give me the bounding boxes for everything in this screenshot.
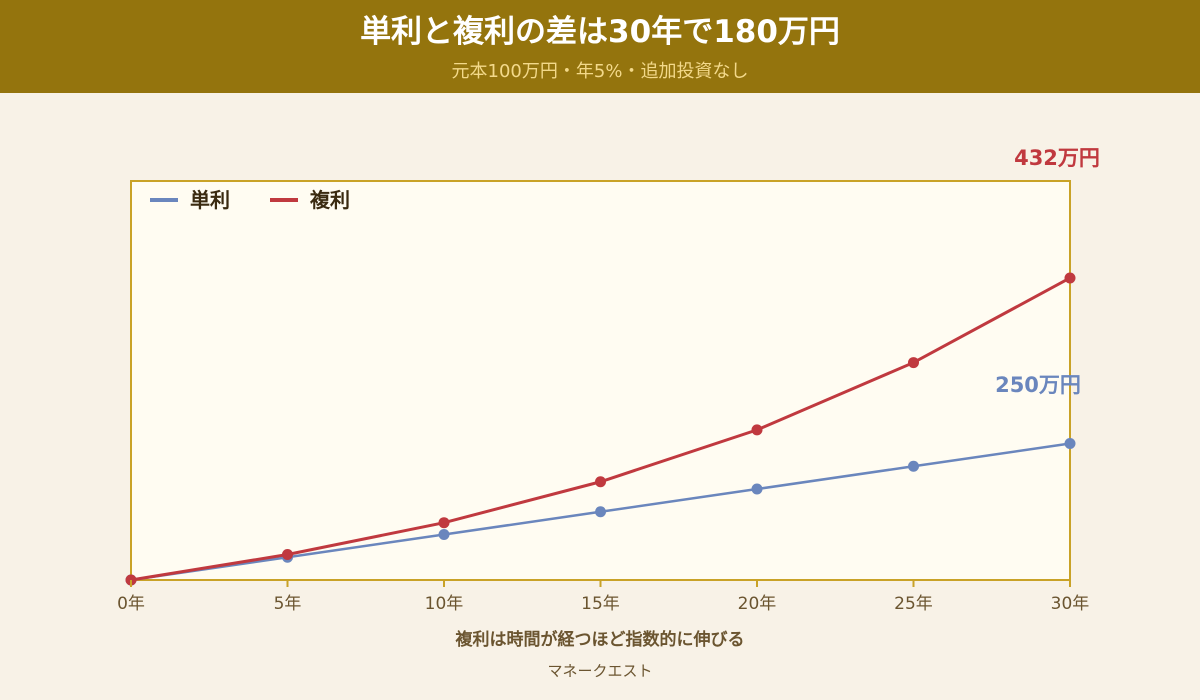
data-point-compound-30: [1064, 272, 1076, 284]
x-tick-label: 20年: [738, 594, 777, 614]
data-point-simple-15: [595, 506, 606, 518]
data-point-compound-25: [908, 357, 919, 369]
end-label-compound: 432万円: [1014, 146, 1100, 170]
data-point-compound-10: [438, 517, 450, 529]
x-tick-label: 10年: [425, 594, 464, 614]
x-axis-ticks: 0年 5年 10年 15年 20年 25年 30年: [117, 580, 1089, 614]
data-point-simple-30: [1064, 438, 1076, 450]
header-banner: 単利と複利の差は30年で180万円 元本100万円・年5%・追加投資なし: [0, 0, 1200, 93]
legend-label-compound: 複利: [310, 188, 350, 212]
end-label-simple: 250万円: [995, 373, 1081, 397]
x-tick-label: 25年: [894, 594, 933, 614]
page-title: 単利と複利の差は30年で180万円: [360, 14, 840, 50]
data-point-simple-20: [751, 483, 763, 495]
chart-caption: 複利は時間が経つほど指数的に伸びる: [455, 630, 745, 650]
plot-area: [130, 180, 1071, 581]
chart-legend: 単利 複利: [150, 188, 350, 212]
x-tick-label: 0年: [117, 594, 145, 614]
data-point-compound-15: [595, 476, 606, 488]
legend-label-simple: 単利: [190, 188, 230, 212]
x-tick-label: 5年: [274, 594, 302, 614]
x-tick-label: 15年: [581, 594, 620, 614]
source-credit: マネークエスト: [547, 662, 653, 680]
page-subtitle: 元本100万円・年5%・追加投資なし: [451, 61, 749, 82]
x-tick-label: 30年: [1051, 594, 1090, 614]
data-point-simple-10: [438, 529, 450, 541]
data-point-simple-25: [908, 460, 919, 472]
data-point-compound-20: [751, 424, 763, 436]
data-point-compound-5: [282, 549, 293, 561]
chart-marks: [125, 272, 1076, 586]
